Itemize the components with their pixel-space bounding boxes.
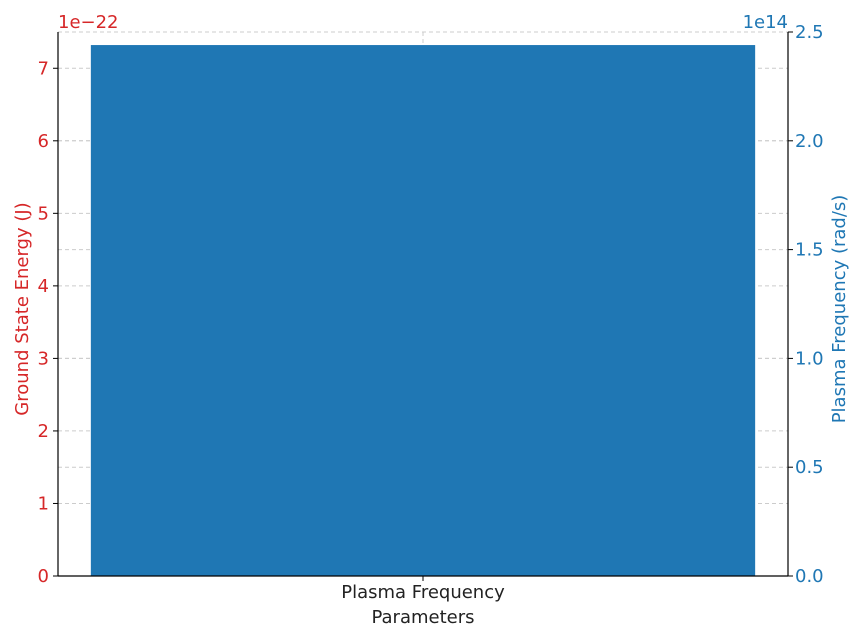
left-tick-label: 3 [38, 348, 49, 369]
left-tick-label: 6 [38, 131, 49, 152]
x-axis-label: Parameters [371, 607, 474, 628]
labels: 1e−22 1e14 Plasma Frequency Parameters G… [12, 12, 850, 628]
right-tick-label: 2.0 [795, 131, 824, 152]
left-tick-label: 5 [38, 203, 49, 224]
right-tick-label: 1.5 [795, 240, 824, 261]
right-axis-label: Plasma Frequency (rad/s) [829, 195, 850, 424]
left-tick-label: 1 [38, 493, 49, 514]
left-tick-label: 7 [38, 58, 49, 79]
right-tick-label: 1.0 [795, 348, 824, 369]
left-tick-label: 2 [38, 421, 49, 442]
right-axis-offset-text: 1e14 [743, 12, 788, 33]
left-axis-label: Ground State Energy (J) [12, 202, 33, 415]
bar [90, 45, 756, 576]
left-tick-label: 4 [38, 276, 49, 297]
right-tick-label: 0.5 [795, 457, 824, 478]
axes: 0 1 2 3 4 5 6 7 0.0 0.5 1.0 1.5 2.0 2.5 [38, 22, 824, 587]
right-tick-label: 2.5 [795, 22, 824, 43]
left-axis-offset-text: 1e−22 [58, 12, 119, 33]
x-tick-label: Plasma Frequency [341, 582, 505, 603]
bars [90, 45, 756, 576]
left-tick-label: 0 [38, 566, 49, 587]
right-tick-label: 0.0 [795, 566, 824, 587]
